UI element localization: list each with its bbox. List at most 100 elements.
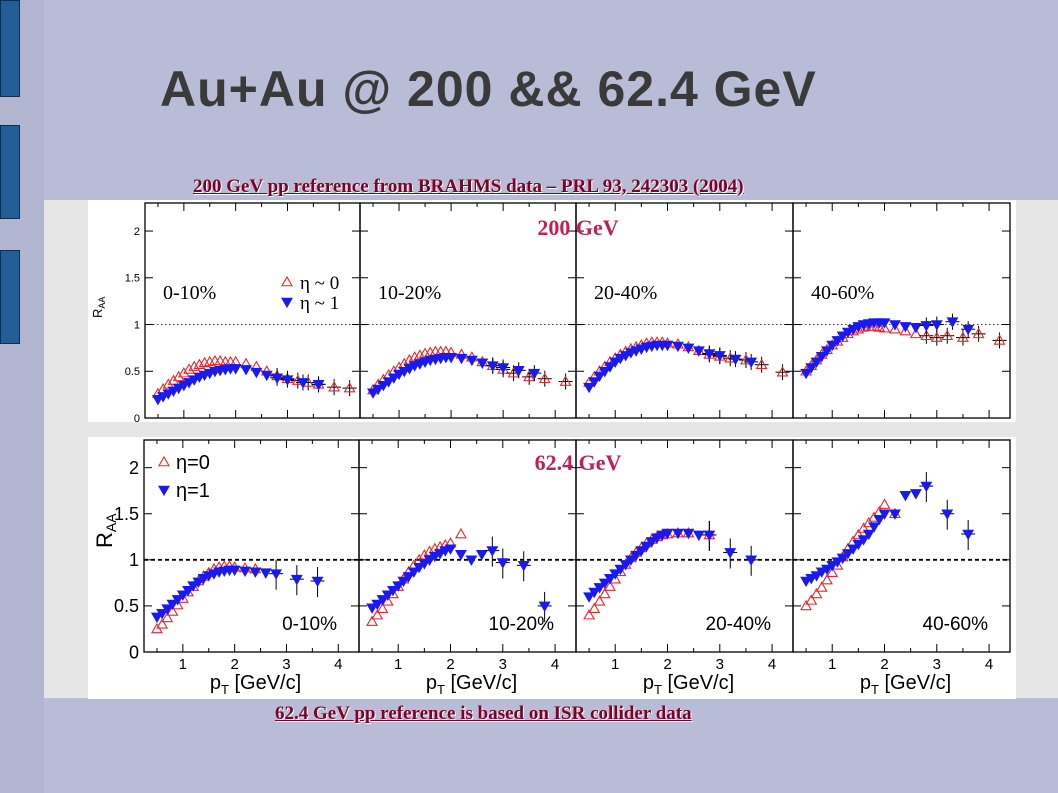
data-point-eta1	[593, 371, 606, 383]
data-point-eta1	[609, 569, 622, 580]
panel-62gev-1-centrality-label: 0-10%	[282, 614, 337, 635]
data-point-eta1	[250, 367, 263, 379]
data-point-eta0	[857, 522, 870, 533]
data-point-eta0	[868, 320, 880, 331]
data-point-eta1	[486, 546, 499, 557]
data-point-eta1	[604, 362, 616, 373]
note-200gev-reference: 200 GeV pp reference from BRAHMS data – …	[193, 176, 744, 197]
data-point-eta1	[713, 351, 726, 362]
data-point-eta1	[392, 581, 405, 592]
panel-62gev-4-centrality-label: 40-60%	[923, 614, 989, 635]
slide-tab-2	[0, 125, 20, 219]
data-point-eta1	[444, 544, 457, 555]
data-point-eta1	[423, 555, 436, 566]
xtick-label-62gev: 1	[828, 656, 836, 673]
data-point-eta0	[878, 498, 891, 509]
data-point-eta0	[805, 594, 818, 605]
data-point-eta0	[423, 545, 436, 556]
data-point-eta1	[387, 585, 399, 597]
legend-marker-eta0-62gev	[158, 455, 170, 467]
xtick-label-62gev: 3	[499, 656, 507, 673]
data-point-eta1	[455, 549, 467, 561]
data-point-eta0	[920, 329, 933, 341]
data-point-eta1	[161, 604, 174, 615]
data-point-eta1	[831, 557, 844, 568]
panel-62gev-4-frame	[792, 439, 1011, 653]
data-point-eta1	[297, 378, 309, 389]
data-point-eta0	[166, 605, 179, 616]
data-point-eta1	[810, 357, 823, 369]
data-point-eta1	[151, 612, 163, 624]
data-point-eta1	[402, 572, 415, 583]
data-point-eta1	[836, 553, 849, 565]
data-point-eta0	[909, 327, 922, 339]
data-point-eta0	[588, 602, 601, 613]
data-point-eta1	[528, 368, 541, 380]
data-point-eta0	[328, 381, 341, 392]
data-point-eta0	[162, 378, 175, 389]
data-point-eta1	[826, 561, 839, 572]
data-point-eta0	[852, 528, 865, 540]
data-point-eta1	[868, 522, 880, 533]
data-point-eta1	[852, 539, 865, 551]
data-point-eta0	[538, 372, 551, 384]
data-point-eta0	[604, 580, 616, 591]
panel-200gev-4-centrality-label: 40-60%	[811, 282, 874, 304]
xtick-label-62gev: 2	[230, 656, 238, 673]
xtick-label-62gev: 1	[394, 656, 402, 673]
data-point-eta1	[366, 603, 379, 614]
energy-label-62gev: 62.4 GeV	[535, 450, 622, 475]
data-point-eta1	[692, 530, 705, 542]
ytick-label-62gev: 1.5	[114, 504, 139, 524]
ytick-label-200gev: 0	[134, 413, 140, 425]
data-point-eta1	[862, 529, 875, 541]
data-point-eta1	[899, 491, 912, 502]
legend-label-eta0-62gev: η=0	[176, 452, 210, 474]
data-point-eta0	[156, 618, 169, 629]
data-point-eta1	[614, 564, 627, 576]
data-point-eta1	[729, 354, 742, 366]
data-point-eta1	[583, 382, 596, 394]
data-point-eta1	[229, 364, 242, 375]
data-point-eta1	[826, 340, 839, 352]
xtick-label-62gev: 2	[880, 656, 888, 673]
data-point-eta1	[270, 569, 283, 580]
data-point-eta1	[455, 353, 468, 365]
data-point-eta1	[387, 373, 400, 384]
xtick-label-62gev: 1	[179, 656, 187, 673]
xlabel-62gev-panel-4: pT [GeV/c]	[860, 672, 951, 697]
data-point-eta1	[672, 528, 684, 540]
xtick-label-62gev: 4	[768, 656, 776, 673]
data-point-eta0	[376, 602, 389, 613]
data-point-eta1	[418, 559, 431, 570]
data-point-eta1	[598, 366, 611, 378]
data-point-eta0	[418, 549, 431, 560]
data-point-eta1	[873, 514, 886, 526]
data-point-eta1	[909, 323, 922, 334]
data-point-eta1	[909, 489, 922, 500]
data-point-eta1	[962, 324, 975, 336]
data-point-eta0	[583, 609, 596, 620]
data-point-eta1	[841, 549, 854, 560]
xtick-label-62gev: 4	[985, 656, 993, 673]
panel-200gev-1-centrality-label: 0-10%	[163, 282, 216, 304]
data-point-eta0	[214, 354, 227, 366]
data-point-eta0	[188, 360, 201, 371]
slide-tab-3	[0, 250, 20, 344]
data-point-eta1	[166, 599, 179, 611]
data-point-eta1	[821, 346, 833, 357]
data-point-eta1	[290, 574, 303, 586]
data-point-eta0	[172, 370, 185, 382]
legend-label-eta0: η ~ 0	[300, 273, 339, 294]
ytick-label-62gev: 2	[129, 458, 139, 478]
data-point-eta1	[878, 509, 891, 520]
data-point-eta1	[724, 548, 737, 559]
data-point-eta1	[847, 544, 860, 555]
data-point-eta1	[517, 561, 530, 572]
data-point-eta1	[588, 377, 601, 388]
data-point-eta0	[810, 587, 823, 599]
data-point-eta1	[465, 355, 478, 367]
data-point-eta1	[475, 549, 488, 561]
data-point-eta1	[889, 509, 901, 520]
